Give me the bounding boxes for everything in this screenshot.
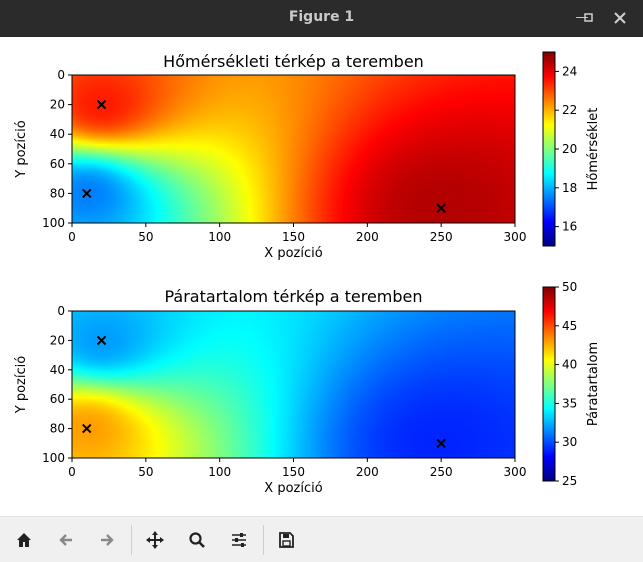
x-axis-label: X pozíció	[264, 481, 322, 496]
x-tick-label: 100	[208, 465, 231, 479]
zoom-button[interactable]	[183, 526, 211, 554]
home-icon	[17, 533, 31, 547]
colorbar-tick-label: 18	[562, 181, 577, 195]
colorbar-tick-label: 22	[562, 103, 577, 117]
window-titlebar: Figure 1 —	[0, 0, 643, 37]
toolbar-separator	[131, 525, 132, 555]
humidity-chart: Páratartalom térkép a teremben 0 50 100 150 2…	[14, 280, 601, 496]
y-axis-label: Y pozíció	[14, 120, 29, 178]
navigation-toolbar	[0, 516, 643, 562]
x-tick-label: 0	[68, 465, 76, 479]
x-tick-label: 300	[504, 465, 527, 479]
colorbar-tick-label: 40	[562, 358, 577, 372]
figure-canvas[interactable]: Hőmérsékleti térkép a teremben 0 50 100 150 2…	[0, 37, 643, 516]
magnifier-icon	[189, 532, 205, 548]
x-tick-label: 100	[208, 230, 231, 244]
y-tick-label: 0	[57, 304, 65, 318]
home-button[interactable]	[10, 526, 38, 554]
source-marker	[96, 335, 107, 346]
close-icon[interactable]	[610, 8, 630, 28]
figure-svg: Hőmérsékleti térkép a teremben 0 50 100 150 2…	[14, 51, 601, 496]
colorbar-tick-label: 50	[562, 280, 577, 294]
sliders-icon	[232, 533, 246, 547]
colorbar-tick-label: 24	[562, 64, 577, 78]
colorbar-tick-label: 16	[562, 220, 577, 234]
x-tick-label: 0	[68, 230, 76, 244]
temperature-chart: Hőmérsékleti térkép a teremben 0 50 100 150 2…	[14, 51, 601, 261]
back-button[interactable]	[52, 526, 80, 554]
save-button[interactable]	[272, 526, 300, 554]
y-tick-label: 20	[50, 98, 65, 112]
x-tick-label: 200	[356, 465, 379, 479]
configure-subplots-button[interactable]	[225, 526, 253, 554]
x-tick-label: 250	[430, 465, 453, 479]
y-tick-label: 80	[50, 186, 65, 200]
colorbar-frame	[542, 286, 556, 482]
source-marker	[96, 99, 107, 110]
colorbar-gradient	[543, 287, 555, 481]
colorbar-tick-label: 45	[562, 319, 577, 333]
y-tick-label: 100	[42, 216, 65, 230]
window-title: Figure 1	[288, 9, 355, 25]
heatmap-image	[72, 75, 515, 223]
x-axis-label: X pozíció	[264, 246, 322, 261]
y-tick-label: 60	[50, 392, 65, 406]
y-tick-label: 60	[50, 157, 65, 171]
source-marker	[82, 188, 92, 199]
y-tick-label: 100	[42, 451, 65, 465]
x-tick-label: 150	[282, 465, 305, 479]
source-marker	[436, 203, 446, 213]
arrow-right-icon	[101, 534, 114, 546]
source-marker	[82, 423, 92, 434]
source-marker	[436, 438, 446, 449]
y-tick-label: 0	[57, 68, 65, 82]
arrow-left-icon	[59, 534, 72, 546]
floppy-disk-icon	[279, 532, 294, 548]
x-tick-label: 250	[430, 230, 453, 244]
maximize-icon[interactable]	[579, 8, 599, 28]
colorbar-label: Páratartalom	[586, 342, 601, 426]
move-icon	[146, 531, 164, 549]
colorbar-tick-label: 20	[562, 142, 577, 156]
heatmap-image	[72, 311, 515, 458]
x-tick-label: 50	[138, 465, 153, 479]
colorbar-label: Hőmérséklet	[586, 108, 601, 191]
colorbar-tick-label: 35	[562, 396, 577, 410]
close-icon-glyph	[614, 12, 626, 24]
chart-title: Hőmérsékleti térkép a teremben	[163, 52, 424, 71]
pan-button[interactable]	[141, 526, 169, 554]
x-tick-label: 300	[504, 230, 527, 244]
y-axis-label: Y pozíció	[14, 356, 29, 414]
y-tick-label: 40	[50, 363, 65, 377]
chart-title: Páratartalom térkép a teremben	[164, 287, 422, 306]
colorbar-tick-label: 25	[562, 474, 577, 488]
toolbar-separator	[263, 525, 264, 555]
forward-button[interactable]	[93, 526, 121, 554]
x-tick-label: 50	[138, 230, 153, 244]
x-tick-label: 200	[356, 230, 379, 244]
y-tick-label: 80	[50, 422, 65, 436]
x-tick-label: 150	[282, 230, 305, 244]
maximize-icon-glyph	[584, 13, 593, 22]
colorbar-tick-label: 30	[562, 435, 577, 449]
y-tick-label: 40	[50, 127, 65, 141]
y-tick-label: 20	[50, 333, 65, 347]
colorbar-gradient	[543, 52, 555, 246]
